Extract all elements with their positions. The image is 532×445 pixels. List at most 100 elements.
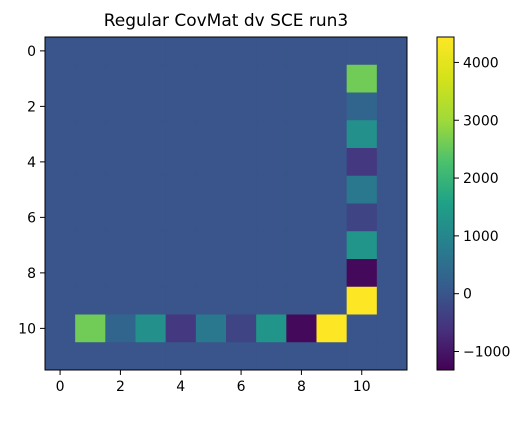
x-tick-label: 2 [116, 379, 125, 395]
heatmap-cell [226, 175, 257, 204]
heatmap-cell [75, 148, 106, 177]
heatmap-cell [286, 203, 317, 232]
heatmap-cell [376, 37, 408, 66]
heatmap-cell [346, 64, 378, 93]
heatmap-cell [376, 314, 408, 343]
heatmap-cell [135, 92, 167, 121]
heatmap-cell [346, 175, 378, 204]
heatmap-cell [346, 37, 378, 66]
heatmap-cell [165, 259, 197, 288]
colorbar-axis: −1000 0 1000 2000 3000 4000 [454, 55, 510, 361]
heatmap-cell [226, 314, 257, 343]
heatmap-cell [135, 231, 167, 260]
heatmap-cell [195, 203, 227, 232]
heatmap-cell [286, 64, 317, 93]
heatmap-cell [165, 92, 197, 121]
heatmap-cell [75, 92, 106, 121]
heatmap-cell [316, 286, 348, 315]
heatmap-cell [75, 286, 106, 315]
heatmap-cell [105, 314, 136, 343]
heatmap-cell [45, 342, 76, 371]
heatmap-cell [346, 286, 378, 315]
colorbar-tick-label: 0 [463, 287, 472, 303]
heatmap-cell [105, 286, 136, 315]
heatmap-cell [195, 175, 227, 204]
heatmap-cell [75, 259, 106, 288]
heatmap-cell [75, 37, 106, 66]
heatmap-cell [226, 231, 257, 260]
heatmap-cell [195, 120, 227, 149]
heatmap-cell [135, 175, 167, 204]
heatmap-cell [75, 64, 106, 93]
heatmap-cell [135, 342, 167, 371]
heatmap-cell [105, 148, 136, 177]
chart-title: Regular CovMat dv SCE run3 [104, 11, 349, 31]
heatmap-cell [286, 342, 317, 371]
heatmap-cell [286, 259, 317, 288]
heatmap-cell [376, 175, 408, 204]
heatmap-cell [195, 286, 227, 315]
colorbar-tick-label: 1000 [463, 229, 499, 245]
heatmap-cell [75, 314, 106, 343]
heatmap-cell [226, 148, 257, 177]
heatmap-cell [135, 64, 167, 93]
heatmap-cell [226, 203, 257, 232]
heatmap-cell [346, 92, 378, 121]
colorbar [436, 36, 455, 371]
heatmap-cell [286, 175, 317, 204]
heatmap-cell [226, 286, 257, 315]
heatmap-cell [105, 259, 136, 288]
heatmap-cell [256, 120, 287, 149]
heatmap-cell [45, 286, 76, 315]
heatmap-cell [286, 37, 317, 66]
heatmap-cell [256, 231, 287, 260]
heatmap-cell [105, 342, 136, 371]
heatmap-cell [45, 92, 76, 121]
heatmap-cell [346, 259, 378, 288]
y-tick-label: 8 [27, 266, 36, 282]
heatmap-cell [165, 203, 197, 232]
heatmap-cell [195, 64, 227, 93]
heatmap-cell [256, 342, 287, 371]
heatmap-cell [195, 92, 227, 121]
heatmap-cell [256, 203, 287, 232]
heatmap-cell [45, 120, 76, 149]
heatmap-cell [376, 203, 408, 232]
heatmap-cell [105, 203, 136, 232]
heatmap-cell [316, 64, 348, 93]
heatmap-cell [195, 259, 227, 288]
heatmap-cell [316, 37, 348, 66]
heatmap-cell [226, 64, 257, 93]
heatmap-cell [195, 231, 227, 260]
heatmap-cell [256, 37, 287, 66]
heatmap-cell [376, 286, 408, 315]
heatmap-cell [45, 148, 76, 177]
y-tick-label: 0 [27, 44, 36, 60]
heatmap-cell [195, 314, 227, 343]
heatmap-cell [346, 148, 378, 177]
heatmap-cell [316, 175, 348, 204]
heatmap-cell [105, 37, 136, 66]
x-axis: 0 2 4 6 8 10 [56, 370, 371, 395]
heatmap-cell [45, 37, 76, 66]
colorbar-tick-label: −1000 [463, 345, 510, 361]
heatmap-cell [165, 37, 197, 66]
heatmap-cell [286, 231, 317, 260]
colorbar-tick-label: 2000 [463, 171, 499, 187]
heatmap-cell [376, 64, 408, 93]
heatmap-cell [165, 175, 197, 204]
heatmap-cell [105, 175, 136, 204]
heatmap-cell [135, 37, 167, 66]
heatmap-cells [45, 37, 408, 371]
heatmap-cell [165, 64, 197, 93]
heatmap-cell [75, 120, 106, 149]
heatmap-cell [45, 231, 76, 260]
heatmap-cell [105, 231, 136, 260]
heatmap-cell [165, 120, 197, 149]
heatmap-cell [286, 120, 317, 149]
y-tick-label: 4 [27, 155, 36, 171]
heatmap-cell [316, 148, 348, 177]
heatmap-cell [75, 231, 106, 260]
heatmap-cell [226, 92, 257, 121]
